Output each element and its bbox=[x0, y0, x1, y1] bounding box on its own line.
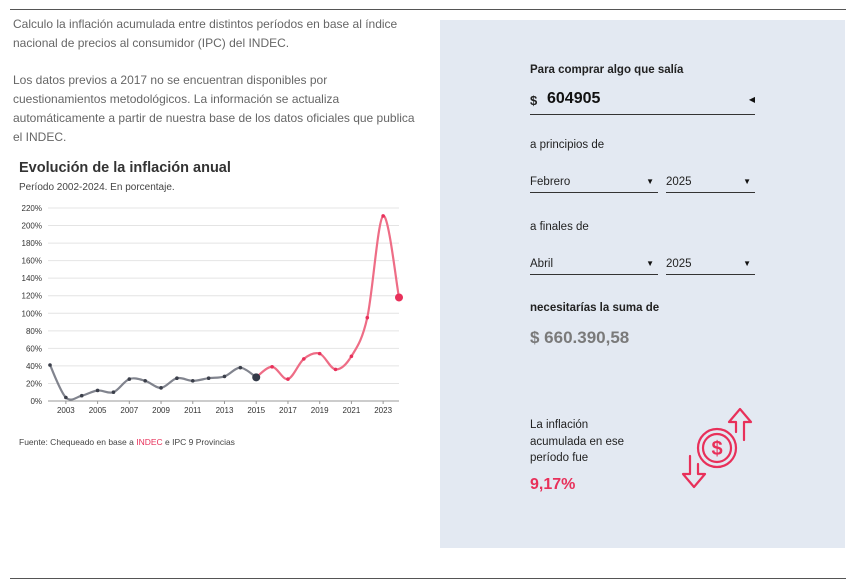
currency-symbol: $ bbox=[530, 93, 538, 108]
data-point bbox=[222, 374, 227, 379]
data-point bbox=[286, 377, 290, 381]
series-line-official bbox=[255, 214, 401, 381]
data-point bbox=[175, 376, 179, 380]
data-point bbox=[317, 351, 322, 356]
data-point bbox=[95, 388, 100, 393]
data-point bbox=[143, 379, 147, 383]
data-point bbox=[111, 390, 116, 395]
buy-label: Para comprar algo que salía bbox=[530, 64, 684, 76]
x-tick-label: 2007 bbox=[120, 406, 138, 415]
y-tick-label: 140% bbox=[22, 274, 42, 283]
data-point bbox=[381, 214, 385, 218]
start-year-select[interactable]: 2025 ▼ bbox=[666, 172, 755, 193]
x-tick-label: 2017 bbox=[279, 406, 297, 415]
amount-input[interactable]: $ 604905 ◀ bbox=[530, 87, 755, 115]
y-tick-label: 0% bbox=[30, 397, 42, 406]
y-tick-label: 160% bbox=[22, 257, 42, 266]
y-tick-label: 100% bbox=[22, 309, 42, 318]
y-tick-label: 180% bbox=[22, 239, 42, 248]
data-point bbox=[79, 393, 84, 398]
start-month-value: Febrero bbox=[530, 176, 571, 188]
svg-text:$: $ bbox=[711, 438, 722, 460]
x-tick-label: 2023 bbox=[374, 406, 392, 415]
y-tick-label: 60% bbox=[26, 344, 42, 353]
data-point bbox=[190, 379, 195, 383]
money-exchange-icon: $ bbox=[681, 407, 753, 489]
caret-left-icon: ◀ bbox=[748, 95, 755, 104]
data-point-2024-marker bbox=[395, 293, 403, 302]
x-tick-label: 2003 bbox=[57, 406, 75, 415]
data-point-2015-marker bbox=[252, 373, 261, 382]
data-point bbox=[206, 376, 211, 380]
calculator-panel bbox=[440, 20, 845, 548]
amount-value[interactable]: 604905 bbox=[547, 90, 601, 107]
source-prefix: Fuente: Chequeado en base a bbox=[19, 437, 137, 447]
bottom-divider bbox=[10, 578, 846, 579]
data-point bbox=[349, 354, 354, 359]
caret-down-icon: ▼ bbox=[743, 177, 751, 186]
y-tick-label: 200% bbox=[22, 222, 42, 231]
top-divider bbox=[10, 9, 846, 10]
source-suffix: e IPC 9 Provincias bbox=[162, 437, 235, 447]
data-point bbox=[127, 377, 132, 381]
x-tick-label: 2011 bbox=[184, 406, 202, 415]
caret-down-icon: ▼ bbox=[646, 177, 654, 186]
caret-down-icon: ▼ bbox=[646, 259, 654, 268]
x-tick-label: 2019 bbox=[311, 406, 329, 415]
x-tick-label: 2021 bbox=[343, 406, 361, 415]
data-point bbox=[333, 367, 338, 372]
start-year-value: 2025 bbox=[666, 176, 692, 188]
data-point bbox=[365, 315, 370, 320]
start-label: a principios de bbox=[530, 139, 605, 151]
caret-down-icon: ▼ bbox=[743, 259, 751, 268]
inflation-label: La inflación acumulada en ese período fu… bbox=[530, 419, 624, 464]
chart-title: Evolución de la inflación anual bbox=[19, 160, 231, 176]
data-point bbox=[270, 364, 274, 369]
intro-paragraph-2: Los datos previos a 2017 no se encuentra… bbox=[13, 73, 415, 144]
end-month-select[interactable]: Abril ▼ bbox=[530, 254, 658, 275]
y-tick-label: 120% bbox=[22, 292, 42, 301]
inflation-line-chart: 0% 20% 40% 60% 80% 100% 120% 140% 160% 180% 200% 22… bbox=[22, 204, 403, 415]
y-tick-label: 220% bbox=[22, 204, 42, 213]
end-year-value: 2025 bbox=[666, 258, 692, 270]
x-tick-label: 2005 bbox=[89, 406, 107, 415]
data-point bbox=[302, 357, 306, 361]
end-label: a finales de bbox=[530, 221, 589, 233]
x-tick-label: 2009 bbox=[152, 406, 170, 415]
y-tick-label: 40% bbox=[26, 362, 42, 371]
y-tick-label: 80% bbox=[26, 327, 42, 336]
x-tick-label: 2015 bbox=[247, 406, 265, 415]
data-point bbox=[48, 363, 52, 367]
y-tick-label: 20% bbox=[26, 379, 42, 388]
data-point bbox=[64, 395, 68, 400]
result-amount: $ 660.390,58 bbox=[530, 328, 630, 347]
chart-subtitle: Período 2002-2024. En porcentaje. bbox=[19, 182, 175, 193]
x-tick-label: 2013 bbox=[216, 406, 234, 415]
data-point bbox=[238, 365, 243, 370]
intro-paragraph-1: Calculo la inflación acumulada entre dis… bbox=[13, 17, 398, 50]
intro-text: Calculo la inflación acumulada entre dis… bbox=[13, 15, 423, 165]
source-indec-link[interactable]: INDEC bbox=[136, 437, 163, 447]
inflation-value: 9,17% bbox=[530, 476, 576, 493]
end-year-select[interactable]: 2025 ▼ bbox=[666, 254, 755, 275]
need-label: necesitarías la suma de bbox=[530, 302, 660, 314]
data-point bbox=[159, 386, 163, 390]
chart-source: Fuente: Chequeado en base a INDEC e IPC … bbox=[19, 437, 235, 447]
start-month-select[interactable]: Febrero ▼ bbox=[530, 172, 658, 193]
end-month-value: Abril bbox=[530, 258, 554, 270]
